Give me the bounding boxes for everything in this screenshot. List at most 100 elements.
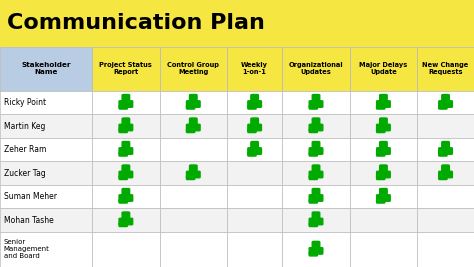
FancyBboxPatch shape <box>248 106 256 109</box>
Bar <box>417 208 474 232</box>
Bar <box>227 138 283 161</box>
FancyBboxPatch shape <box>309 223 318 226</box>
FancyBboxPatch shape <box>312 189 320 197</box>
Bar <box>350 47 417 91</box>
Bar <box>350 114 417 138</box>
Bar <box>417 161 474 185</box>
FancyBboxPatch shape <box>122 165 130 173</box>
FancyBboxPatch shape <box>119 176 128 179</box>
FancyBboxPatch shape <box>309 248 323 254</box>
FancyBboxPatch shape <box>248 129 256 133</box>
Bar <box>350 185 417 208</box>
FancyBboxPatch shape <box>380 95 387 103</box>
Bar <box>350 232 417 267</box>
FancyBboxPatch shape <box>439 106 447 109</box>
FancyBboxPatch shape <box>377 129 385 133</box>
FancyBboxPatch shape <box>312 212 320 220</box>
FancyBboxPatch shape <box>309 101 323 107</box>
FancyBboxPatch shape <box>442 95 449 103</box>
FancyBboxPatch shape <box>312 165 320 173</box>
Bar <box>227 91 283 114</box>
FancyBboxPatch shape <box>312 118 320 126</box>
FancyBboxPatch shape <box>119 171 133 178</box>
Bar <box>0 161 92 185</box>
FancyBboxPatch shape <box>377 148 390 154</box>
FancyBboxPatch shape <box>190 95 197 103</box>
FancyBboxPatch shape <box>309 176 318 179</box>
FancyBboxPatch shape <box>309 171 323 178</box>
Bar <box>92 91 160 114</box>
FancyBboxPatch shape <box>251 95 258 103</box>
Bar <box>0 208 92 232</box>
FancyBboxPatch shape <box>122 212 130 220</box>
FancyBboxPatch shape <box>380 118 387 126</box>
Bar <box>417 114 474 138</box>
FancyBboxPatch shape <box>190 165 197 173</box>
FancyBboxPatch shape <box>377 124 390 131</box>
Bar <box>160 114 227 138</box>
FancyBboxPatch shape <box>119 101 133 107</box>
FancyBboxPatch shape <box>309 218 323 225</box>
FancyBboxPatch shape <box>439 171 452 178</box>
Bar <box>283 91 350 114</box>
Bar <box>227 114 283 138</box>
FancyBboxPatch shape <box>309 129 318 133</box>
Text: Zucker Tag: Zucker Tag <box>4 168 46 178</box>
Text: New Change
Requests: New Change Requests <box>422 62 469 75</box>
FancyBboxPatch shape <box>309 148 323 154</box>
FancyBboxPatch shape <box>119 223 128 226</box>
FancyBboxPatch shape <box>119 148 133 154</box>
FancyBboxPatch shape <box>119 124 133 131</box>
FancyBboxPatch shape <box>377 171 390 178</box>
FancyBboxPatch shape <box>439 153 447 156</box>
Bar <box>0 185 92 208</box>
FancyBboxPatch shape <box>122 189 130 197</box>
FancyBboxPatch shape <box>309 199 318 203</box>
Bar <box>350 161 417 185</box>
Text: Organizational
Updates: Organizational Updates <box>289 62 343 75</box>
Bar <box>0 114 92 138</box>
FancyBboxPatch shape <box>439 101 452 107</box>
Bar <box>160 91 227 114</box>
Bar <box>417 185 474 208</box>
Bar <box>283 138 350 161</box>
Bar <box>160 47 227 91</box>
FancyBboxPatch shape <box>248 153 256 156</box>
Text: Stakeholder
Name: Stakeholder Name <box>21 62 71 75</box>
FancyBboxPatch shape <box>312 142 320 150</box>
FancyBboxPatch shape <box>122 118 130 126</box>
Bar <box>0 47 92 91</box>
Bar <box>0 232 92 267</box>
FancyBboxPatch shape <box>309 252 318 256</box>
Bar <box>92 47 160 91</box>
Text: Project Status
Report: Project Status Report <box>100 62 152 75</box>
FancyBboxPatch shape <box>251 118 258 126</box>
Bar <box>160 138 227 161</box>
Bar <box>283 47 350 91</box>
FancyBboxPatch shape <box>186 129 195 133</box>
FancyBboxPatch shape <box>377 199 385 203</box>
FancyBboxPatch shape <box>251 142 258 150</box>
Bar <box>160 232 227 267</box>
FancyBboxPatch shape <box>309 153 318 156</box>
Bar <box>417 91 474 114</box>
FancyBboxPatch shape <box>186 124 200 131</box>
Text: Ricky Point: Ricky Point <box>4 98 46 107</box>
Bar <box>350 138 417 161</box>
FancyBboxPatch shape <box>377 176 385 179</box>
Bar <box>283 161 350 185</box>
Bar <box>92 208 160 232</box>
Bar <box>92 185 160 208</box>
FancyBboxPatch shape <box>186 101 200 107</box>
Text: Suman Meher: Suman Meher <box>4 192 57 201</box>
FancyBboxPatch shape <box>119 129 128 133</box>
Bar <box>0 138 92 161</box>
Text: Martin Keg: Martin Keg <box>4 121 45 131</box>
FancyBboxPatch shape <box>248 148 262 154</box>
Bar <box>283 232 350 267</box>
FancyBboxPatch shape <box>442 165 449 173</box>
Text: Communication Plan: Communication Plan <box>7 13 265 33</box>
Bar <box>160 185 227 208</box>
FancyBboxPatch shape <box>119 153 128 156</box>
Bar <box>227 185 283 208</box>
